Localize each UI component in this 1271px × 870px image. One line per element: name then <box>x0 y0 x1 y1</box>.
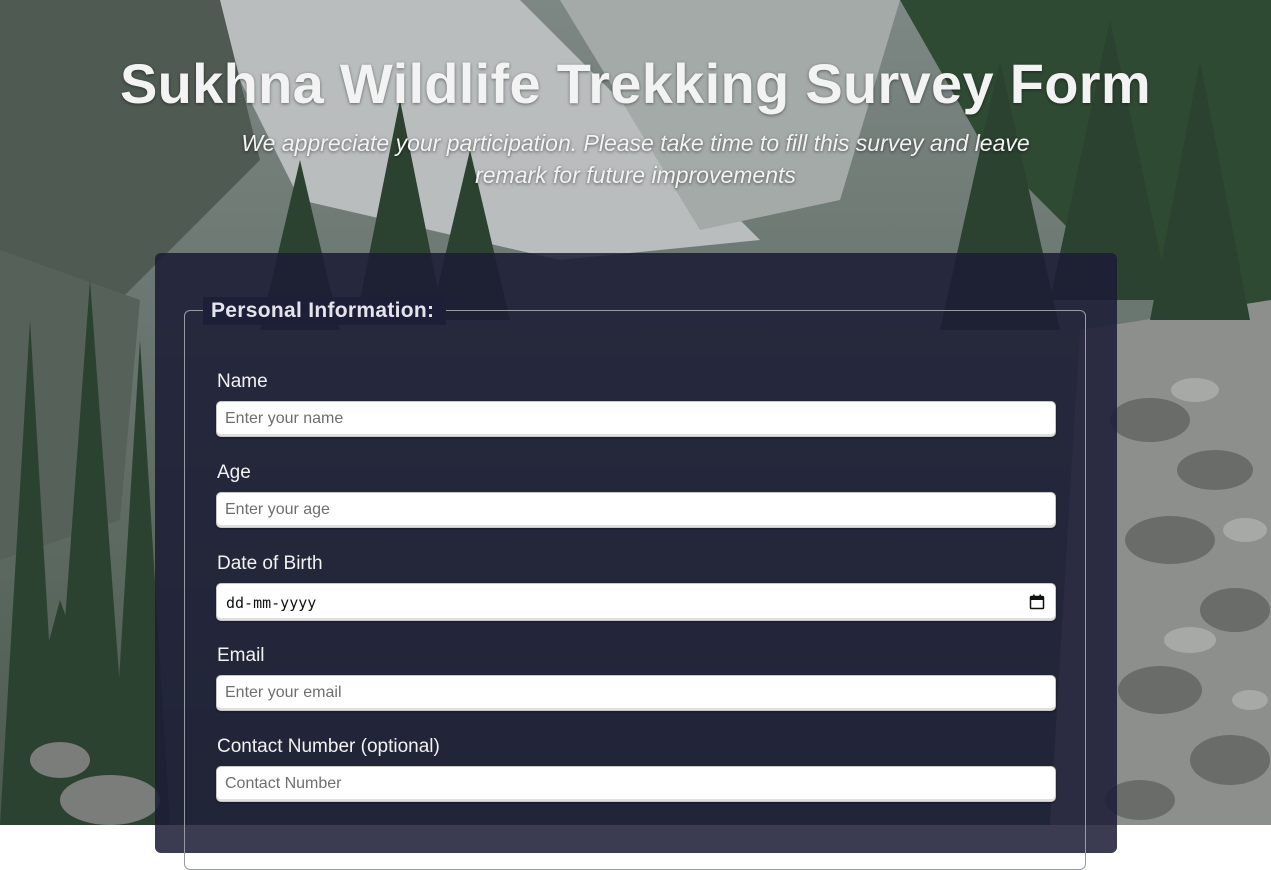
age-label: Age <box>217 462 251 483</box>
name-label: Name <box>217 371 268 392</box>
page-subtitle: We appreciate your participation. Please… <box>241 130 1030 188</box>
page-title: Sukhna Wildlife Trekking Survey Form <box>120 52 1151 115</box>
age-input[interactable] <box>216 492 1056 528</box>
fieldset-legend: Personal Information: <box>203 297 447 325</box>
date-of-birth-input[interactable]: dd-mm-yyyy <box>216 583 1056 621</box>
calendar-icon[interactable] <box>1029 594 1045 610</box>
email-input[interactable] <box>216 675 1056 711</box>
survey-form-panel: Personal Information: Name Age Date of B… <box>155 253 1117 870</box>
date-of-birth-label: Date of Birth <box>217 553 323 574</box>
contact-number-label: Contact Number (optional) <box>217 736 440 757</box>
contact-number-input[interactable] <box>216 766 1056 802</box>
date-of-birth-value: dd-mm-yyyy <box>226 594 317 612</box>
name-input[interactable] <box>216 401 1056 437</box>
email-label: Email <box>217 645 265 666</box>
